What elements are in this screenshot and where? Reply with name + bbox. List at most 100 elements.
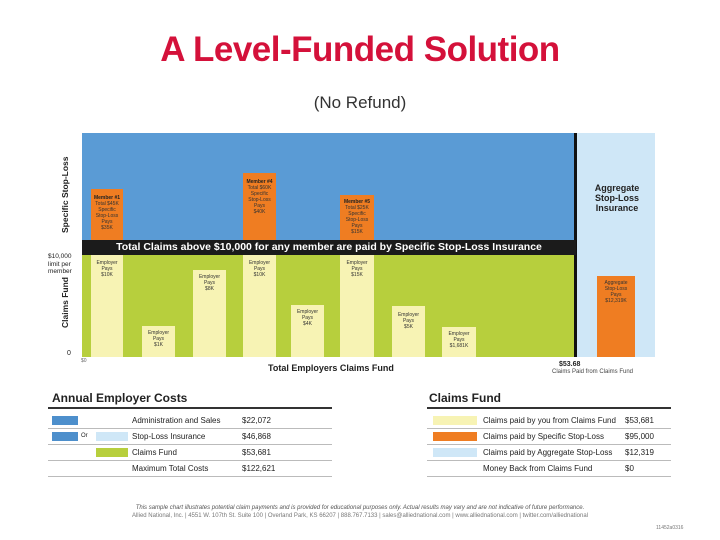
- row-label: Claims paid by Specific Stop-Loss: [483, 432, 604, 441]
- zero-label: 0: [67, 350, 71, 357]
- swatch-stop-loss: [96, 432, 128, 441]
- employer-bar: Employer Pays $15K: [340, 255, 374, 357]
- employer-bar-line1: Employer: [96, 260, 118, 266]
- aggregate-stop-loss-bar: Aggregate Stop-Loss Pays $12,319K: [597, 276, 635, 357]
- employer-bar-amount: $10K: [101, 272, 113, 278]
- member-4-line4: Pays: [253, 203, 266, 209]
- member-1-line2: Specific: [98, 207, 116, 213]
- member-4-title: Member #4: [246, 179, 273, 185]
- page-title: A Level-Funded Solution: [160, 30, 560, 69]
- row-value: $53,681: [625, 416, 654, 425]
- member-4-line2: Specific: [250, 191, 269, 197]
- table-row: Claims paid by Specific Stop-Loss $95,00…: [427, 429, 671, 445]
- annual-costs-rule: [48, 407, 332, 409]
- member-5-line2: Specific: [348, 211, 366, 217]
- member-1-amount: $35K: [101, 225, 113, 231]
- aggregate-stop-loss-label: Aggregate Stop-Loss Insurance: [594, 183, 640, 213]
- employer-bar-amount: $1,681K: [449, 343, 469, 349]
- claims-fund-rule: [427, 407, 671, 409]
- origin-label: $0: [81, 358, 87, 364]
- stop-loss-banner: Total Claims above $10,000 for any membe…: [82, 240, 576, 255]
- row-value: $53,681: [242, 448, 271, 457]
- swatch-stop-loss-dark: [52, 432, 78, 441]
- employer-bar: Employer Pays $1,681K: [442, 327, 476, 357]
- employer-bar-line1: Employer: [198, 274, 221, 280]
- member-4-line3: Stop-Loss: [248, 197, 271, 203]
- annual-costs-table: Administration and Sales $22,072 Or Stop…: [48, 413, 332, 477]
- claims-fund-title: Claims Fund: [429, 391, 502, 405]
- swatch-aggregate-stop-loss: [433, 448, 477, 457]
- claims-fund-total: $53.68: [559, 361, 581, 368]
- disclaimer: This sample chart illustrates potential …: [135, 505, 585, 511]
- employer-bar-line2: Pays: [253, 266, 266, 272]
- row-label: Claims paid by you from Claims Fund: [483, 416, 616, 425]
- employer-bar-line1: Employer: [397, 312, 420, 318]
- employer-bar-line2: Pays: [402, 318, 415, 324]
- row-value: $22,072: [242, 416, 271, 425]
- table-row: Money Back from Claims Fund $0: [427, 461, 671, 477]
- member-5-total: Total $25K: [345, 205, 369, 211]
- row-value: $95,000: [625, 432, 654, 441]
- document-code: 11452a0316: [656, 525, 684, 531]
- employer-bar-amount: $5K: [404, 324, 413, 330]
- member-1-line3: Stop-Loss: [95, 213, 119, 219]
- aggregate-bar-amount: $12,319K: [605, 298, 627, 304]
- employer-bar-amount: $15K: [351, 272, 363, 278]
- employer-bar: Employer Pays $10K: [91, 255, 123, 357]
- claims-chart: Member #1 Total $45K Specific Stop-Loss …: [82, 133, 655, 357]
- member-1-title: Member #1: [93, 195, 121, 201]
- swatch-specific-stop-loss: [433, 432, 477, 441]
- member-1-line4: Pays: [101, 219, 113, 225]
- row-value: $12,319: [625, 448, 654, 457]
- employer-bar: Employer Pays $10K: [243, 255, 276, 357]
- row-label: Claims paid by Aggregate Stop-Loss: [483, 448, 613, 457]
- annual-costs-title: Annual Employer Costs: [52, 391, 188, 405]
- table-row: Administration and Sales $22,072: [48, 413, 332, 429]
- row-label: Stop-Loss Insurance: [132, 432, 206, 441]
- employer-bar-line2: Pays: [453, 337, 465, 343]
- member-1-total: Total $45K: [95, 201, 119, 207]
- member-4-stop-loss-bar: Member #4 Total $60K Specific Stop-Loss …: [243, 173, 276, 240]
- employer-bar-line1: Employer: [346, 260, 368, 266]
- employer-bar-line1: Employer: [147, 330, 170, 336]
- table-row: Maximum Total Costs $122,621: [48, 461, 332, 477]
- row-label: Maximum Total Costs: [132, 464, 209, 473]
- employer-bar-line2: Pays: [203, 280, 216, 286]
- employer-bar-amount: $10K: [253, 272, 266, 278]
- employer-bar: Employer Pays $5K: [392, 306, 425, 357]
- row-value: $0: [625, 464, 634, 473]
- member-5-title: Member #5: [343, 199, 371, 205]
- member-4-total: Total $60K: [247, 185, 272, 191]
- claims-fund-table: Claims paid by you from Claims Fund $53,…: [427, 413, 671, 477]
- row-label: Administration and Sales: [132, 416, 221, 425]
- table-row: Claims paid by Aggregate Stop-Loss $12,3…: [427, 445, 671, 461]
- page-subtitle: (No Refund): [313, 93, 407, 112]
- aggregate-bar-line2: Stop-Loss: [604, 286, 628, 292]
- employer-bar: Employer Pays $4K: [291, 305, 324, 357]
- row-label: Money Back from Claims Fund: [483, 464, 593, 473]
- employer-bar: Employer Pays $1K: [142, 326, 175, 357]
- member-1-stop-loss-bar: Member #1 Total $45K Specific Stop-Loss …: [91, 189, 123, 240]
- member-4-amount: $40K: [253, 209, 266, 215]
- axis-label-specific-stop-loss: Specific Stop-Loss: [60, 156, 70, 234]
- table-row: Claims paid by you from Claims Fund $53,…: [427, 413, 671, 429]
- employer-bar-line1: Employer: [448, 331, 470, 337]
- x-axis-title: Total Employers Claims Fund: [268, 363, 394, 373]
- row-value: $46,868: [242, 432, 271, 441]
- table-row: Claims Fund $53,681: [48, 445, 332, 461]
- member-5-line3: Stop-Loss: [345, 217, 369, 223]
- aggregate-bar-line3: Pays: [610, 292, 622, 298]
- employer-bar-line2: Pays: [301, 315, 314, 321]
- employer-bar-amount: $8K: [205, 286, 214, 292]
- claims-fund-total-caption: Claims Paid from Claims Fund: [552, 369, 634, 375]
- employer-bar-line1: Employer: [248, 260, 271, 266]
- employer-bar: Employer Pays $8K: [193, 270, 226, 357]
- threshold-label: $10,000 limit per member: [48, 253, 72, 275]
- swatch-claims-fund: [96, 448, 128, 457]
- member-5-stop-loss-bar: Member #5 Total $25K Specific Stop-Loss …: [340, 195, 374, 240]
- aggregate-bar-line1: Aggregate: [604, 280, 628, 286]
- row-value: $122,621: [242, 464, 276, 473]
- or-label: Or: [81, 433, 88, 439]
- employer-bar-line1: Employer: [296, 309, 319, 315]
- employer-bar-line2: Pays: [351, 266, 363, 272]
